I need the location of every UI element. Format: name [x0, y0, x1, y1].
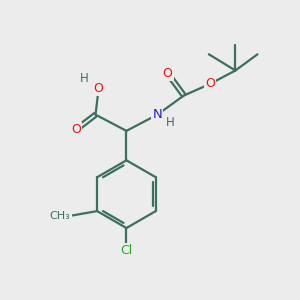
Text: CH₃: CH₃	[50, 211, 70, 220]
Text: O: O	[94, 82, 103, 95]
Text: O: O	[206, 77, 215, 90]
Text: O: O	[163, 67, 172, 80]
Text: H: H	[166, 116, 175, 129]
Text: N: N	[152, 108, 162, 121]
Text: O: O	[71, 123, 81, 136]
Text: H: H	[80, 72, 88, 85]
Text: Cl: Cl	[120, 244, 133, 256]
